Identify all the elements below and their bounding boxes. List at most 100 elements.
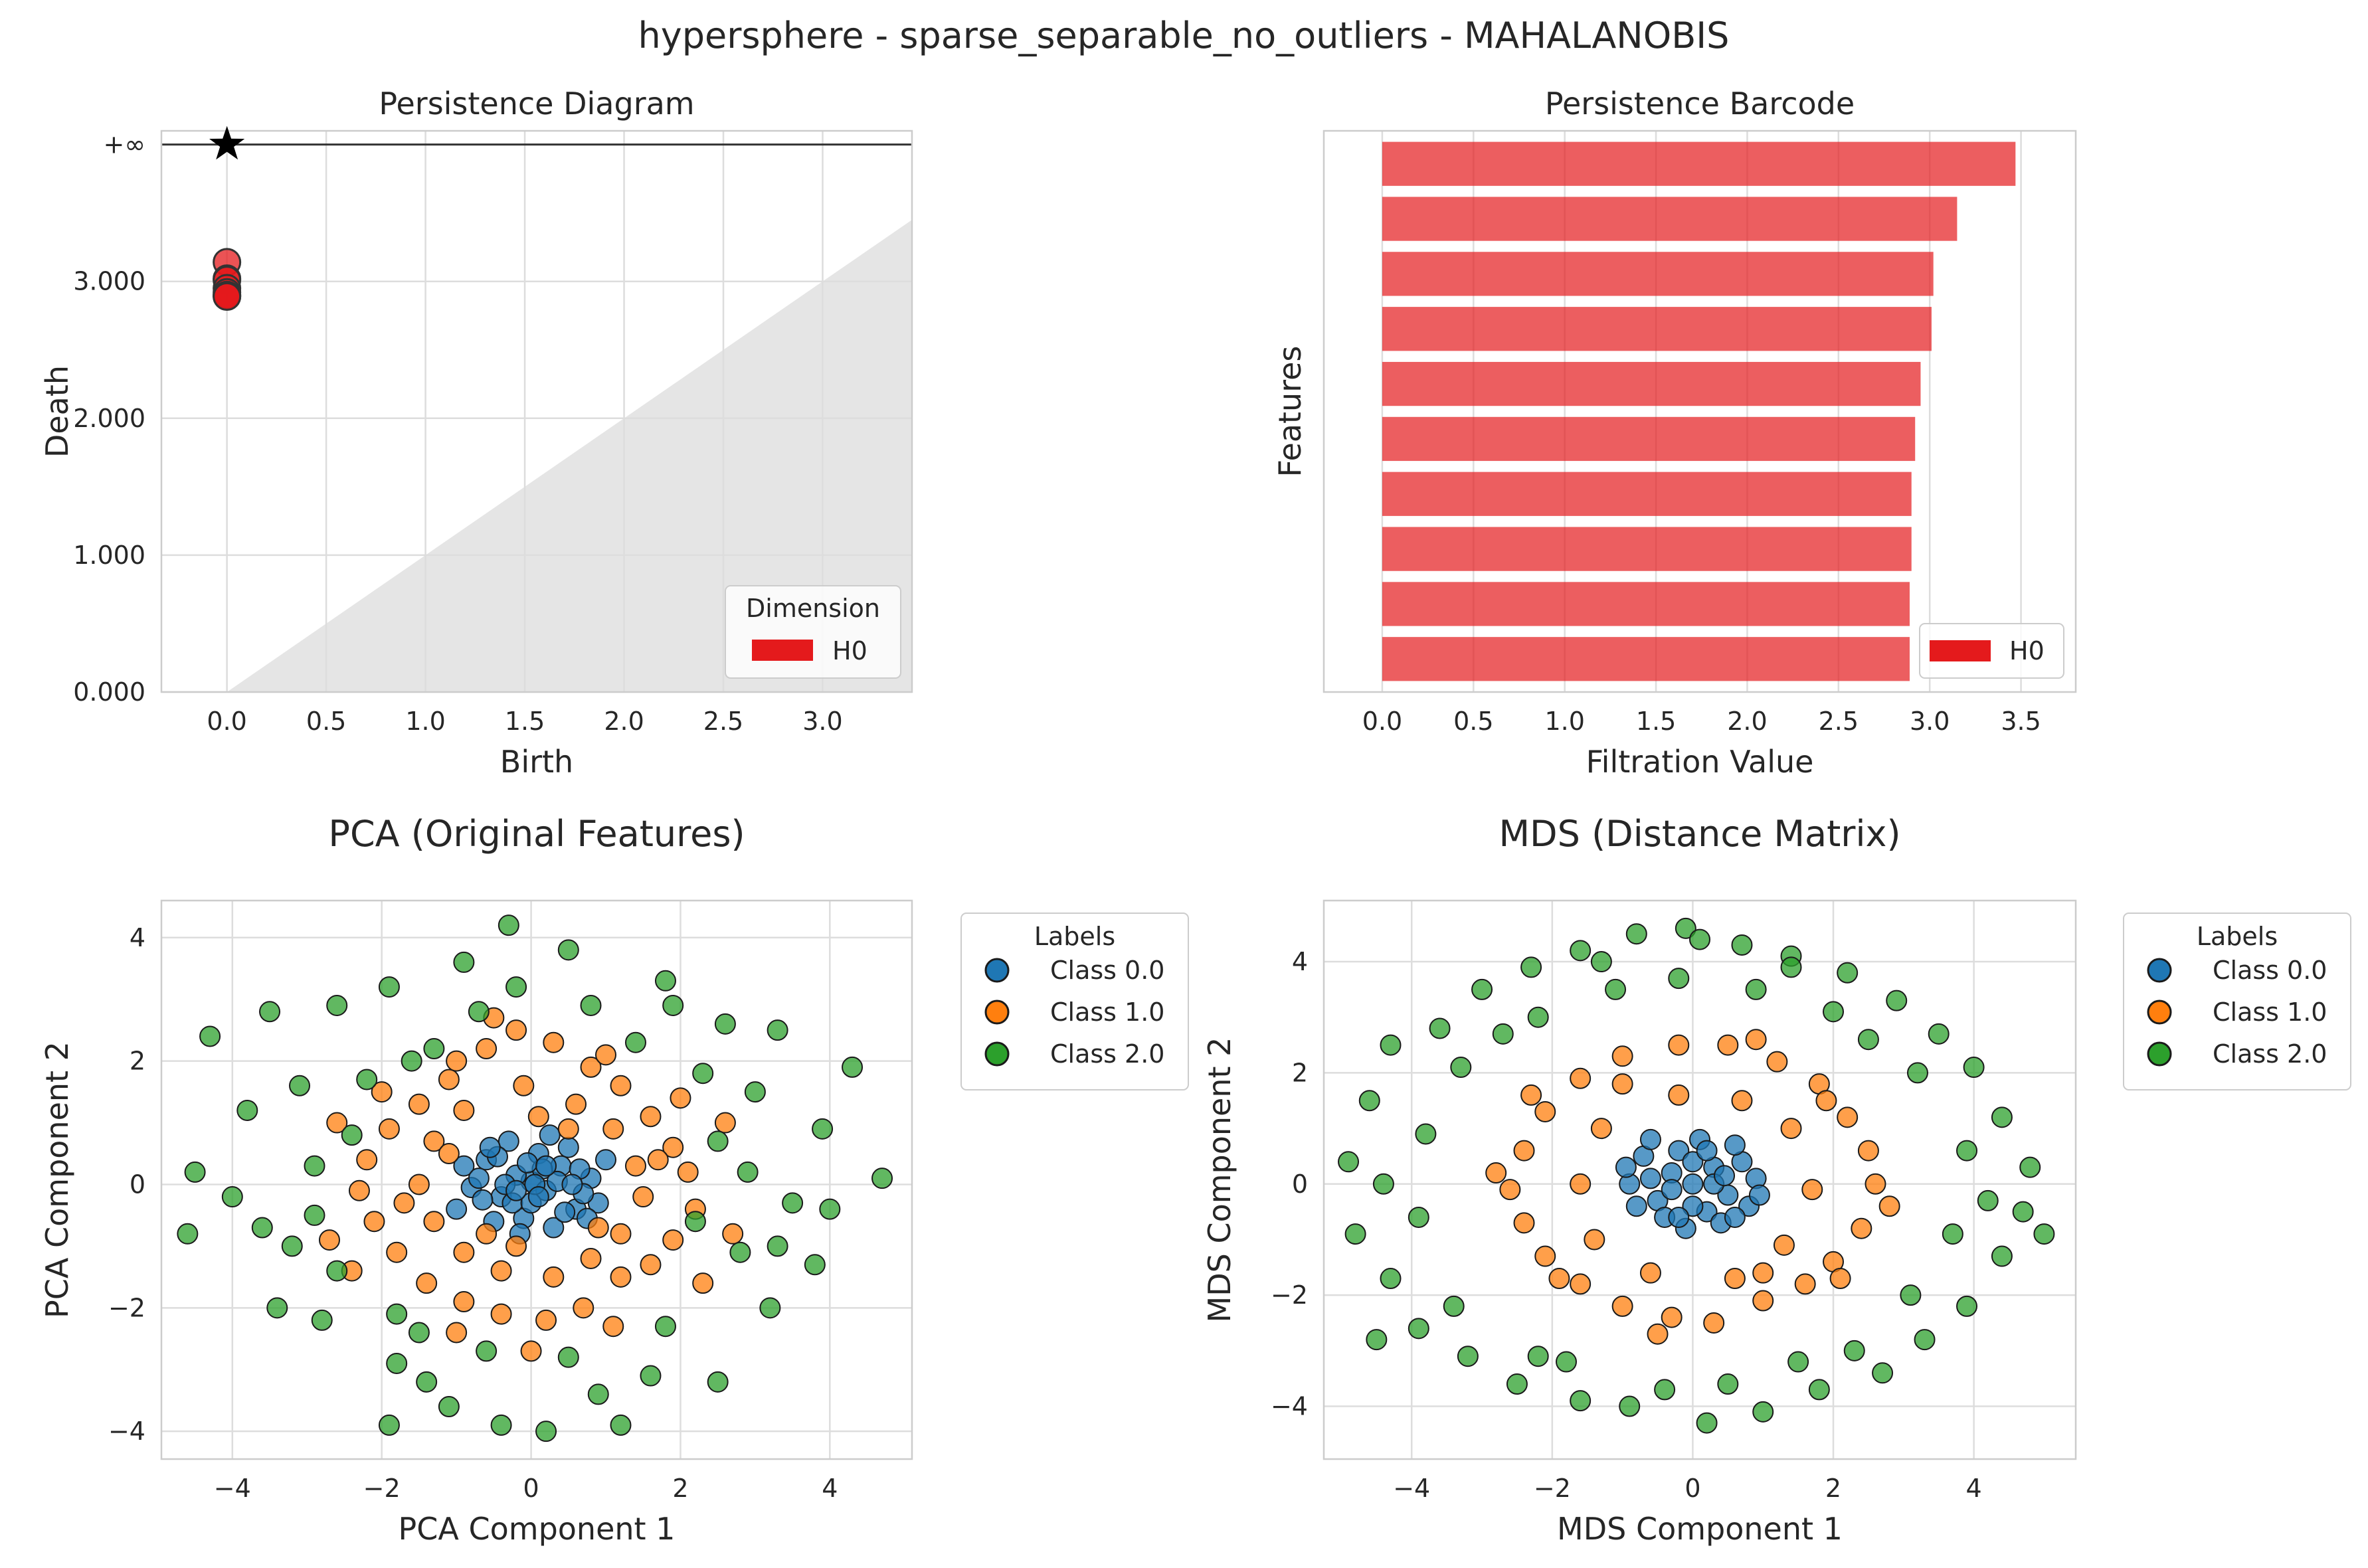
pca-scatter-ytick-label: 4 [130,923,145,952]
scatter-point [1415,1123,1437,1145]
scatter-point [1787,1351,1809,1373]
scatter-point [1443,1295,1465,1317]
scatter-point [251,1217,273,1239]
scatter-point [1752,1401,1774,1423]
legend-marker [2147,1000,2172,1025]
scatter-point [640,1106,662,1128]
scatter-point [1661,1306,1683,1328]
scatter-point [408,1322,430,1344]
persistence-diagram-xlabel: Birth [500,744,573,780]
legend-label: Class 2.0 [2213,1039,2327,1069]
scatter-point [1366,1329,1388,1351]
scatter-point [1570,1273,1592,1295]
scatter-point [438,1143,460,1165]
mds-scatter-xtick-label: 4 [1966,1474,1982,1503]
scatter-point [1668,1206,1690,1228]
scatter-point [654,1316,676,1338]
scatter-point [1823,1001,1845,1023]
legend-label: Class 0.0 [1050,956,1164,985]
mds-scatter-xtick-label: 2 [1825,1474,1841,1503]
scatter-point [1752,1290,1774,1312]
persistence-barcode-xtick-label: 2.5 [1819,707,1859,736]
persistence-diagram-ytick-label: +∞ [104,130,146,159]
scatter-point [1801,1179,1823,1201]
pca-scatter-ytick-label: 0 [130,1170,145,1199]
scatter-point [1639,1168,1661,1189]
persistence-diagram-frame [160,130,913,693]
scatter-point [177,1223,199,1245]
pca-scatter-series-1 [318,1007,744,1362]
diagonal-shade [227,219,913,693]
scatter-point [1991,1106,2013,1128]
scatter-point [490,1260,512,1282]
persistence-barcode-xtick-label: 0.5 [1453,707,1493,736]
scatter-point [416,1272,438,1294]
legend-frame [2123,913,2351,1090]
pca-scatter-title: PCA (Original Features) [328,813,745,855]
scatter-point [1914,1329,1936,1351]
pca-scatter-xtick-label: 2 [672,1474,688,1503]
scatter-point [1338,1151,1360,1173]
scatter-point [513,1075,535,1096]
scatter-point [378,1118,400,1140]
mds-scatter-ytick-label: 2 [1292,1058,1308,1087]
persistence-barcode-frame [1322,130,2077,693]
pca-scatter-legend: Labels Class 0.0 Class 1.0 Class 2.0 [960,913,1189,1090]
mds-scatter-xlabel: MDS Component 1 [1557,1511,1843,1547]
scatter-point [729,1241,751,1263]
scatter-point [1703,1312,1725,1334]
scatter-point [640,1365,662,1387]
persistence-barcode-ylabel: Features [1272,346,1308,478]
scatter-point [1773,1234,1795,1256]
scatter-point [356,1069,378,1090]
barcode-bar [1382,361,1921,406]
pca-scatter-ylabel: PCA Component 2 [39,1041,75,1318]
scatter-point [386,1241,408,1263]
scatter-point [479,1136,501,1158]
scatter-point [1527,1006,1549,1028]
legend-label: Class 1.0 [2213,998,2327,1027]
scatter-point [1682,1151,1704,1173]
scatter-point [819,1198,841,1220]
scatter-point [490,1303,512,1325]
scatter-point [1548,1268,1570,1290]
legend-label-h0: H0 [832,636,867,665]
scatter-point [184,1161,206,1183]
scatter-point [640,1254,662,1276]
legend-marker [984,1041,1010,1067]
scatter-point [1372,1173,1394,1195]
barcode-bar [1382,416,1916,462]
scatter-point [408,1174,430,1195]
mds-scatter-xtick-label: −4 [1393,1474,1430,1503]
scatter-point [1724,1206,1746,1228]
scatter-point [1865,1173,1886,1195]
scatter-point [1942,1223,1963,1245]
scatter-point [1668,1034,1690,1056]
scatter-point [516,1152,538,1174]
scatter-point [632,1186,654,1208]
scatter-point [737,1161,759,1183]
scatter-point [842,1056,864,1078]
legend-frame [960,913,1189,1090]
scatter-point [1956,1140,1978,1162]
scatter-point [505,1179,527,1201]
scatter-point [557,1346,579,1368]
pca-scatter-xtick-label: 0 [523,1474,539,1503]
scatter-point [1714,1165,1736,1187]
scatter-point [1605,978,1627,1000]
scatter-point [543,1217,565,1239]
legend-title: Dimension [746,594,880,623]
scatter-point [561,1174,583,1195]
scatter-point [363,1211,385,1233]
persistence-diagram-xtick-label: 1.0 [405,707,445,736]
scatter-point [1731,934,1753,956]
scatter-point [1878,1195,1900,1217]
scatter-point [1857,1029,1879,1051]
persistence-diagram-legend: Dimension H0 [725,585,901,679]
persistence-barcode-title: Persistence Barcode [1545,86,1855,122]
scatter-point [1843,1340,1865,1361]
scatter-point [610,1223,632,1245]
scatter-point [423,1211,445,1233]
scatter-point [767,1235,788,1257]
scatter-point [2033,1223,2055,1245]
